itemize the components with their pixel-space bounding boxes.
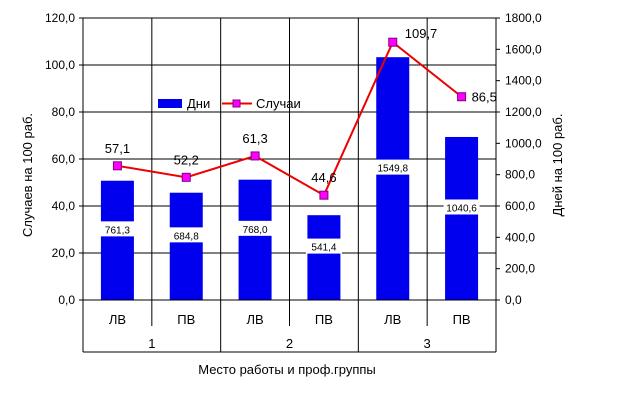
bar	[376, 57, 410, 301]
bar-label-box	[99, 221, 136, 237]
bar-label: 768,0	[243, 225, 268, 236]
line-label: 52,2	[174, 152, 199, 167]
legend-line-label: Случаи	[256, 96, 301, 111]
category-label: ПВ	[453, 312, 471, 327]
category-label: ЛВ	[246, 312, 263, 327]
bars-series	[100, 57, 479, 301]
bar-label: 1040,6	[446, 203, 477, 214]
bar	[238, 179, 272, 300]
line-point	[319, 190, 329, 200]
line-point	[457, 92, 467, 102]
right-tick-label: 1800,0	[505, 11, 542, 25]
bar-labels: 761,3 684,8 768,0 541,4 1549,8 1040,6	[99, 159, 480, 254]
bar	[169, 192, 203, 300]
bar	[445, 136, 479, 300]
right-tick-label: 1200,0	[505, 105, 542, 119]
line-label: 44,6	[311, 170, 336, 185]
bar-label: 761,3	[105, 225, 130, 236]
x-axis-title: Место работы и проф.группы	[198, 362, 376, 377]
line-point	[388, 37, 398, 47]
gridlines	[82, 17, 497, 301]
bar-label: 541,4	[311, 243, 336, 254]
line-point	[112, 161, 122, 171]
bar-label: 684,8	[174, 231, 199, 242]
bar-label-box	[443, 199, 480, 215]
left-tick-label: 40,0	[52, 199, 76, 213]
line-label: 61,3	[242, 131, 267, 146]
category-labels: ЛВ ПВ ЛВ ПВ ЛВ ПВ 1 2 3	[109, 312, 471, 351]
right-tick-label: 800,0	[505, 168, 535, 182]
right-tick-label: 1000,0	[505, 136, 542, 150]
axes	[82, 18, 497, 353]
category-label: ЛВ	[109, 312, 126, 327]
left-tick-label: 60,0	[52, 152, 76, 166]
right-axis-ticks: 0,0 200,0 400,0 600,0 800,0 1000,0 1200,0 1400,…	[496, 11, 542, 307]
group-label: 1	[148, 336, 155, 351]
bar	[100, 180, 134, 300]
legend-bar-swatch	[158, 99, 182, 108]
bar-label: 1549,8	[377, 164, 408, 175]
right-axis-title: Дней на 100 раб.	[550, 114, 565, 217]
right-tick-label: 1400,0	[505, 74, 542, 88]
right-tick-label: 0,0	[505, 293, 522, 307]
left-tick-label: 20,0	[52, 246, 76, 260]
group-label: 3	[424, 336, 431, 351]
line-label: 86,5	[472, 90, 497, 105]
line-series: 57,1 52,2 61,3 44,6 109,7 86,5	[105, 26, 497, 200]
category-label: ЛВ	[384, 312, 401, 327]
line-label: 109,7	[405, 26, 438, 41]
right-tick-label: 200,0	[505, 262, 535, 276]
legend-line-marker	[232, 99, 241, 108]
left-tick-label: 0,0	[58, 293, 75, 307]
left-axis-title: Случаев на 100 раб.	[20, 113, 35, 237]
left-axis-ticks: 0,0 20,0 40,0 60,0 80,0 100,0 120,0	[45, 11, 83, 307]
line-point	[181, 172, 191, 182]
left-tick-label: 120,0	[45, 11, 75, 25]
line-label: 57,1	[105, 141, 130, 156]
legend-bar-label: Дни	[187, 96, 210, 111]
bar-label-box	[305, 238, 342, 254]
bar-label-box	[168, 227, 205, 243]
left-tick-label: 80,0	[52, 105, 76, 119]
series-line	[117, 40, 463, 197]
category-label: ПВ	[315, 312, 333, 327]
category-label: ПВ	[177, 312, 195, 327]
right-tick-label: 600,0	[505, 199, 535, 213]
legend: Дни Случаи	[158, 96, 301, 111]
left-tick-label: 100,0	[45, 58, 75, 72]
bar-label-box	[374, 159, 411, 175]
right-tick-label: 1600,0	[505, 42, 542, 56]
line-point	[250, 151, 260, 161]
bar-label-box	[237, 220, 274, 236]
bar	[307, 215, 341, 300]
group-label: 2	[286, 336, 293, 351]
right-tick-label: 400,0	[505, 230, 535, 244]
